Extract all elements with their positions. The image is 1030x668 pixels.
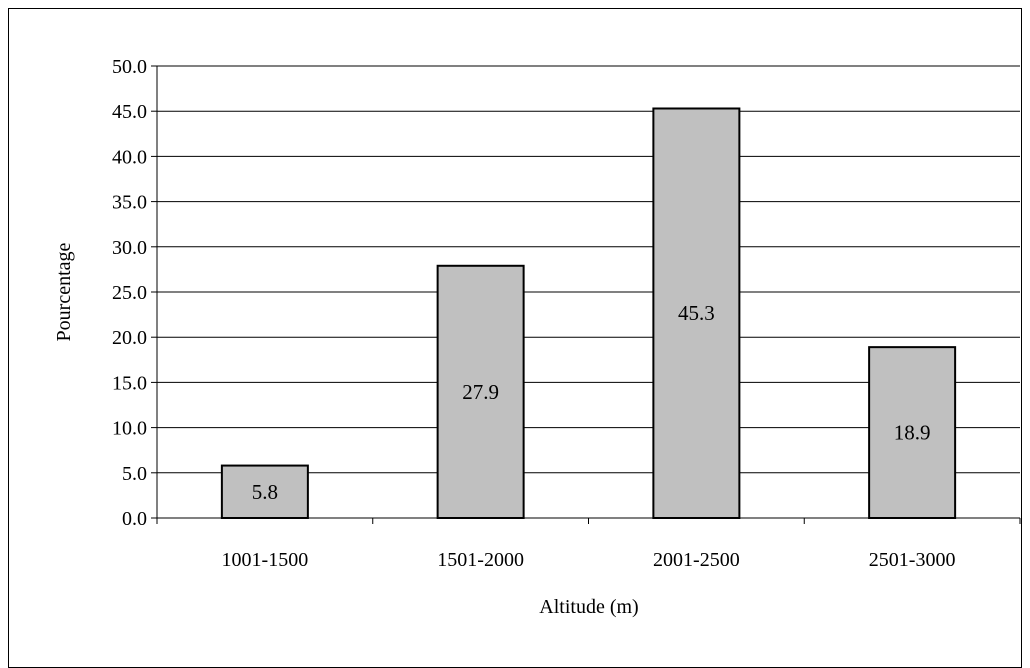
y-tick-label: 25.0 — [112, 282, 147, 304]
x-tick-label: 2001-2500 — [653, 549, 740, 571]
bar — [220, 464, 309, 519]
bar — [868, 346, 957, 520]
x-tick-label: 1001-1500 — [222, 549, 309, 571]
y-tick-label: 10.0 — [112, 418, 147, 440]
x-tick-label: 2501-3000 — [869, 549, 956, 571]
x-tick-label: 1501-2000 — [437, 549, 524, 571]
y-axis-title: Pourcentage — [53, 242, 75, 341]
y-tick-label: 20.0 — [112, 327, 147, 349]
data-label: 18.9 — [894, 421, 931, 445]
y-tick-label: 30.0 — [112, 237, 147, 259]
data-labels: 5.8 27.9 45.3 18.9 — [252, 301, 931, 504]
y-tick-label: 40.0 — [112, 146, 147, 168]
y-tick-label: 0.0 — [122, 508, 147, 530]
y-tick-label: 45.0 — [112, 101, 147, 123]
y-tick-label: 5.0 — [122, 463, 147, 485]
bar — [652, 107, 741, 519]
y-tick-label: 15.0 — [112, 372, 147, 394]
x-axis-title: Altitude (m) — [539, 596, 638, 618]
data-label: 5.8 — [252, 480, 278, 504]
bars — [220, 107, 957, 520]
y-tick-labels: 0.0 5.0 10.0 15.0 20.0 25.0 30.0 35.0 40.0 45.0 50… — [112, 56, 147, 530]
x-tick-labels: 1001-1500 1501-2000 2001-2500 2501-3000 — [222, 549, 956, 571]
axes — [151, 65, 1021, 524]
data-label: 27.9 — [462, 380, 499, 404]
y-tick-label: 50.0 — [112, 56, 147, 78]
data-label: 45.3 — [678, 301, 715, 325]
bar-chart: 0.0 5.0 10.0 15.0 20.0 25.0 30.0 35.0 40.0 45.0 50… — [53, 56, 1021, 618]
y-tick-label: 35.0 — [112, 192, 147, 214]
